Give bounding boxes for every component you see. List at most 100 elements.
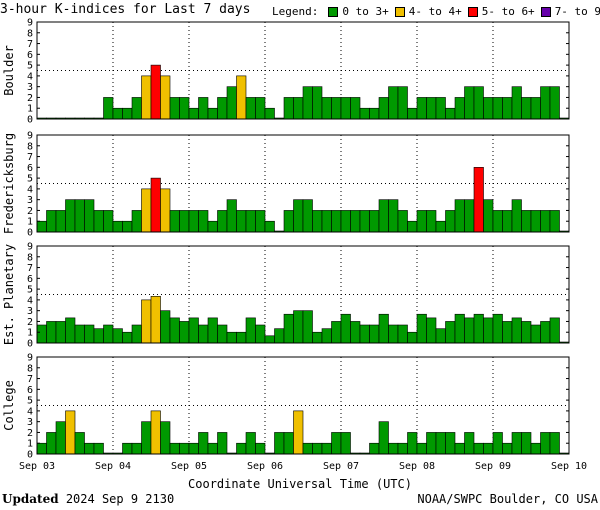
bar [189, 108, 199, 119]
bar [379, 422, 389, 454]
bar [161, 422, 171, 454]
bar [360, 325, 370, 343]
bar [284, 97, 294, 119]
bar [484, 318, 494, 343]
bar [465, 432, 475, 454]
y-tick-label: 1 [27, 328, 33, 339]
bar [550, 432, 560, 454]
bar [484, 97, 494, 119]
bar [389, 443, 399, 454]
bar [113, 108, 123, 119]
bar [47, 321, 57, 343]
bar [484, 443, 494, 454]
bar [180, 210, 190, 232]
bar [550, 210, 560, 232]
bar [123, 221, 133, 232]
y-tick-label: 9 [27, 131, 33, 142]
y-tick-label: 4 [27, 295, 33, 306]
bar [180, 443, 190, 454]
bar [237, 443, 247, 454]
bar [294, 311, 304, 343]
bar [284, 210, 294, 232]
y-tick-label: 3 [27, 82, 33, 93]
bar [37, 221, 47, 232]
y-tick-label: 0 [27, 115, 33, 126]
bar [522, 321, 532, 343]
bar [189, 443, 199, 454]
bar [512, 318, 522, 343]
y-tick-label: 5 [27, 396, 33, 407]
bar [142, 76, 152, 119]
bar [465, 200, 475, 232]
bar [56, 422, 66, 454]
y-tick-label: 6 [27, 274, 33, 285]
x-tick-label: Sep 05 [171, 461, 207, 472]
bar [503, 97, 513, 119]
bar [474, 87, 484, 119]
bar [370, 325, 380, 343]
updated-value: 2024 Sep 9 2130 [66, 492, 174, 506]
bar [531, 325, 541, 343]
bar [151, 411, 161, 454]
bar [265, 108, 275, 119]
bar [85, 200, 95, 232]
bar [256, 325, 266, 343]
y-tick-label: 2 [27, 317, 33, 328]
bar [408, 108, 418, 119]
bar [218, 97, 228, 119]
bar [541, 210, 551, 232]
y-tick-label: 2 [27, 93, 33, 104]
bar [379, 97, 389, 119]
bar [512, 87, 522, 119]
bar [284, 314, 294, 343]
y-tick-label: 9 [27, 242, 33, 253]
bar [484, 200, 494, 232]
bar [427, 210, 437, 232]
data-source: NOAA/SWPC Boulder, CO USA [417, 492, 598, 506]
bar [123, 332, 133, 343]
bar [408, 332, 418, 343]
bar [332, 97, 342, 119]
bar [332, 321, 342, 343]
bar [246, 318, 256, 343]
panel-label: Est. Planetary [2, 244, 16, 345]
bar [322, 97, 332, 119]
panel-label: Boulder [2, 45, 16, 96]
y-tick-label: 5 [27, 285, 33, 296]
x-tick-label: Sep 04 [95, 461, 131, 472]
bar [341, 97, 351, 119]
bar [474, 314, 484, 343]
x-tick-label: Sep 07 [323, 461, 359, 472]
y-tick-label: 6 [27, 385, 33, 396]
bar [56, 321, 66, 343]
bar [398, 325, 408, 343]
bar [275, 329, 285, 343]
y-tick-label: 1 [27, 439, 33, 450]
bar [351, 97, 361, 119]
bar [531, 210, 541, 232]
bar [294, 411, 304, 454]
bar [237, 76, 247, 119]
y-tick-label: 5 [27, 174, 33, 185]
bar [180, 97, 190, 119]
y-tick-label: 8 [27, 252, 33, 263]
bar [113, 329, 123, 343]
y-tick-label: 7 [27, 39, 33, 50]
bar [493, 432, 503, 454]
bar [436, 432, 446, 454]
bar [370, 108, 380, 119]
bar [550, 87, 560, 119]
bar [208, 443, 218, 454]
bar [142, 300, 152, 343]
bar [151, 65, 161, 119]
bar [313, 87, 323, 119]
y-tick-label: 5 [27, 61, 33, 72]
bar [303, 200, 313, 232]
bar [132, 325, 142, 343]
bar [322, 210, 332, 232]
y-tick-label: 1 [27, 104, 33, 115]
bar [427, 432, 437, 454]
y-tick-label: 4 [27, 71, 33, 82]
bar [455, 314, 465, 343]
bar [75, 325, 85, 343]
